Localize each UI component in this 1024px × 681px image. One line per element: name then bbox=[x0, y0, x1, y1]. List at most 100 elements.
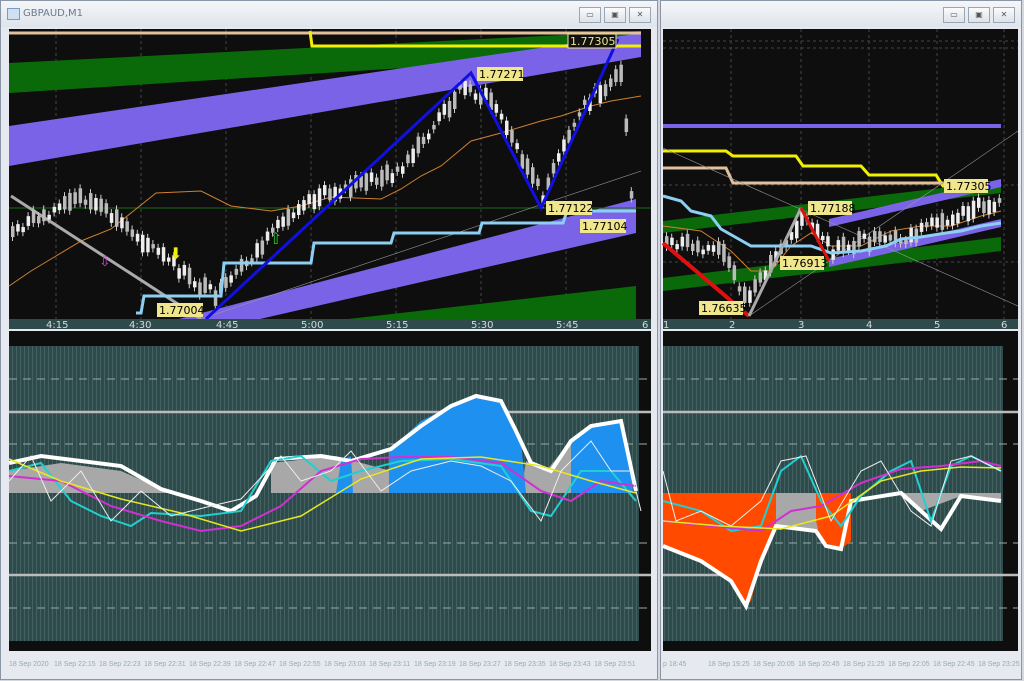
candle bbox=[841, 236, 846, 254]
date-label: 18 Sep 21:25 bbox=[843, 661, 885, 668]
candle bbox=[795, 220, 799, 239]
candle bbox=[234, 268, 239, 275]
candle bbox=[919, 222, 924, 232]
window-titlebar[interactable]: GBPAUD,M1 ▭ ▣ ✕ bbox=[1, 1, 657, 27]
candle bbox=[997, 198, 1002, 203]
candle bbox=[161, 247, 166, 262]
purple-band-upper bbox=[9, 33, 641, 166]
candle bbox=[992, 201, 997, 213]
price-label: 1.76913 bbox=[780, 256, 828, 270]
candle bbox=[68, 192, 72, 211]
candle bbox=[852, 241, 856, 255]
candle bbox=[458, 84, 462, 90]
candle bbox=[265, 231, 270, 241]
candle bbox=[925, 222, 929, 228]
candle bbox=[867, 236, 872, 253]
chart-window-gbpaud[interactable]: GBPAUD,M1 ▭ ▣ ✕ ⬇ ⇩ ⇧ 1 bbox=[0, 0, 658, 680]
candle bbox=[546, 177, 551, 191]
candle bbox=[411, 148, 415, 164]
candle bbox=[323, 185, 327, 196]
candle bbox=[479, 89, 483, 105]
candles bbox=[11, 60, 634, 310]
close-button[interactable]: ✕ bbox=[629, 7, 651, 23]
candle bbox=[763, 270, 768, 281]
candle bbox=[624, 118, 629, 133]
candle bbox=[421, 136, 426, 144]
time-label: 3 bbox=[798, 320, 804, 331]
sell-arrow-icon: ⬇ bbox=[169, 244, 182, 263]
candle bbox=[836, 240, 841, 251]
candle bbox=[878, 231, 882, 243]
close-button[interactable]: ✕ bbox=[993, 7, 1015, 23]
candle bbox=[16, 224, 20, 232]
candle bbox=[732, 265, 737, 281]
time-label: 1 bbox=[663, 320, 669, 331]
candle bbox=[826, 236, 830, 247]
candle bbox=[706, 245, 711, 251]
chart-window-right[interactable]: ▭ ▣ ✕ 1.77305 1.77188 1.7691 bbox=[660, 0, 1022, 680]
candle bbox=[748, 290, 752, 303]
buy-arrow-icon: ⇧ bbox=[269, 229, 282, 248]
candle bbox=[862, 233, 867, 239]
candle bbox=[78, 188, 83, 204]
signal-white-thin bbox=[8, 440, 642, 523]
window-titlebar[interactable]: ▭ ▣ ✕ bbox=[661, 1, 1021, 27]
candle bbox=[951, 214, 955, 226]
minimize-button[interactable]: ▭ bbox=[943, 7, 965, 23]
candle bbox=[800, 211, 804, 226]
price-label: 1.77104 bbox=[580, 219, 628, 233]
candle bbox=[177, 268, 181, 279]
candle bbox=[213, 290, 218, 306]
signal-white-thick bbox=[8, 393, 638, 514]
candle bbox=[614, 69, 618, 83]
price-label: 1.77305 bbox=[567, 33, 617, 49]
candle bbox=[349, 179, 353, 198]
candle bbox=[172, 256, 176, 267]
histogram-gray bbox=[9, 463, 171, 493]
date-label: 18 Sep 22:31 bbox=[144, 661, 186, 668]
candle bbox=[208, 284, 213, 290]
candle bbox=[343, 184, 348, 190]
candle bbox=[831, 249, 835, 260]
candle bbox=[961, 205, 965, 216]
candle bbox=[390, 173, 395, 183]
candle bbox=[572, 122, 577, 127]
candle bbox=[99, 198, 103, 212]
price-chart[interactable]: 1.77305 1.77188 1.76913 1.76635 1 2 3 4 … bbox=[661, 1, 1023, 681]
candle bbox=[333, 186, 337, 202]
time-label: 5:15 bbox=[386, 320, 408, 331]
date-label: 18 Sep 22:55 bbox=[279, 661, 321, 668]
candle bbox=[737, 286, 742, 292]
candle bbox=[583, 99, 587, 105]
candle bbox=[810, 222, 815, 230]
restore-button[interactable]: ▣ bbox=[968, 7, 990, 23]
time-label: 5 bbox=[934, 320, 940, 331]
candle bbox=[167, 257, 171, 262]
svg-text:1.77104: 1.77104 bbox=[582, 220, 628, 233]
candle bbox=[743, 286, 747, 303]
minimize-button[interactable]: ▭ bbox=[579, 7, 601, 23]
price-label: 1.76635 bbox=[699, 301, 747, 315]
time-label: 4:30 bbox=[129, 320, 151, 331]
candle bbox=[603, 84, 608, 97]
indicator-levels bbox=[9, 378, 651, 609]
candle bbox=[675, 244, 679, 250]
date-label: 18 Sep 23:03 bbox=[324, 661, 366, 668]
candle bbox=[73, 192, 77, 204]
candle bbox=[982, 201, 986, 214]
candle bbox=[510, 130, 514, 143]
price-label: 1.77004 bbox=[157, 303, 205, 317]
candle bbox=[427, 133, 431, 140]
candle bbox=[789, 232, 794, 240]
candle bbox=[909, 228, 913, 243]
yellow-line bbox=[663, 149, 1001, 188]
restore-button[interactable]: ▣ bbox=[604, 7, 626, 23]
candle bbox=[940, 213, 945, 230]
candle bbox=[701, 249, 705, 255]
histogram-gray bbox=[271, 456, 391, 493]
candle bbox=[21, 227, 25, 233]
price-label: 1.77188 bbox=[808, 201, 856, 215]
thin-trendline bbox=[200, 170, 642, 320]
sell-arrow-icon: ⇩ bbox=[99, 254, 111, 270]
price-chart[interactable]: ⬇ ⇩ ⇧ 1.77305 1.77271 1.77122 1.77104 1.… bbox=[1, 1, 659, 681]
